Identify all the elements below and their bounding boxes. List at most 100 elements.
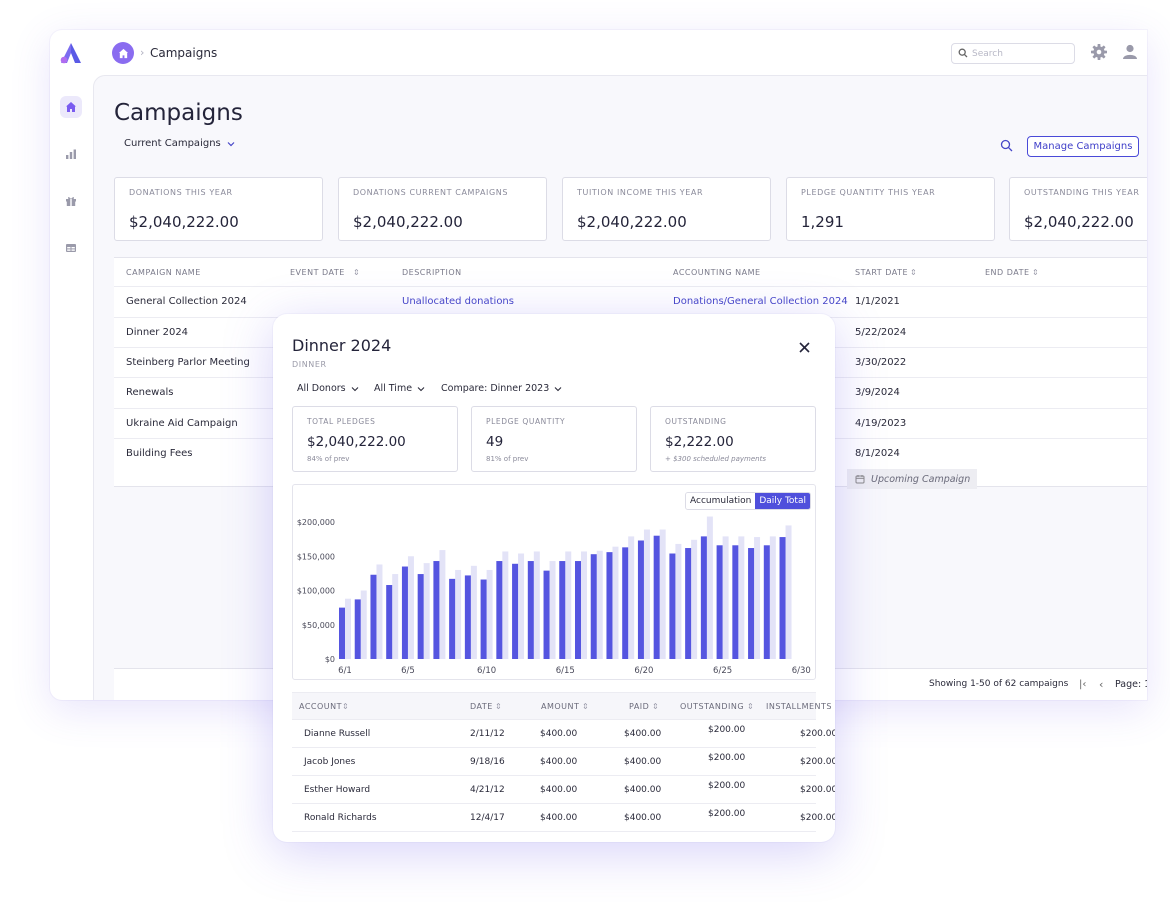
current-period-bar[interactable] — [527, 561, 534, 659]
current-period-bar[interactable] — [354, 599, 361, 659]
sidebar-item-home[interactable] — [60, 96, 82, 118]
previous-period-bar[interactable] — [643, 529, 650, 659]
current-period-bar[interactable] — [559, 561, 566, 659]
sort-icon[interactable]: ⇕ — [910, 268, 918, 277]
previous-period-bar[interactable] — [769, 536, 776, 659]
current-period-bar[interactable] — [748, 548, 755, 659]
previous-period-bar[interactable] — [407, 556, 414, 659]
search-icon[interactable] — [1000, 139, 1013, 152]
column-header-description[interactable]: DESCRIPTION — [402, 268, 462, 277]
column-header-amount[interactable]: AMOUNT — [541, 702, 580, 711]
previous-period-bar[interactable] — [439, 550, 446, 659]
previous-period-bar[interactable] — [502, 551, 509, 659]
previous-period-bar[interactable] — [565, 551, 572, 659]
first-page-icon[interactable]: |‹ — [1079, 679, 1087, 690]
daily-total-toggle[interactable]: Daily Total — [755, 493, 810, 509]
current-period-bar[interactable] — [480, 579, 487, 659]
previous-period-bar[interactable] — [659, 529, 666, 659]
previous-period-bar[interactable] — [518, 553, 525, 659]
sort-icon[interactable]: ⇕ — [1032, 268, 1040, 277]
time-filter[interactable]: All Time — [374, 383, 425, 394]
previous-period-bar[interactable] — [376, 564, 383, 659]
column-header-end-date[interactable]: END DATE — [985, 268, 1030, 277]
current-period-bar[interactable] — [606, 552, 613, 659]
column-header-paid[interactable]: PAID — [629, 702, 650, 711]
table-row[interactable]: Ronald Richards 12/4/17 $400.00 $400.00 … — [292, 804, 835, 832]
current-period-bar[interactable] — [653, 535, 660, 659]
previous-period-bar[interactable] — [423, 563, 430, 659]
previous-period-bar[interactable] — [785, 525, 792, 659]
current-period-bar[interactable] — [417, 574, 424, 659]
previous-period-bar[interactable] — [706, 516, 713, 659]
previous-period-bar[interactable] — [486, 569, 493, 659]
previous-page-icon[interactable]: ‹ — [1099, 678, 1104, 691]
column-header-event-date[interactable]: EVENT DATE — [290, 268, 345, 277]
previous-period-bar[interactable] — [549, 561, 556, 659]
current-period-bar[interactable] — [590, 554, 597, 659]
sort-icon[interactable]: ⇕ — [342, 702, 350, 711]
column-header-account[interactable]: ACCOUNT — [299, 702, 343, 711]
sort-icon[interactable]: ⇕ — [652, 702, 660, 711]
previous-period-bar[interactable] — [455, 569, 462, 659]
previous-period-bar[interactable] — [691, 539, 698, 659]
current-period-bar[interactable] — [433, 561, 440, 659]
search-input[interactable] — [972, 46, 1068, 61]
current-period-bar[interactable] — [386, 585, 393, 659]
current-period-bar[interactable] — [716, 545, 723, 659]
current-period-bar[interactable] — [512, 563, 519, 659]
breadcrumb[interactable]: Campaigns — [150, 46, 218, 60]
current-period-bar[interactable] — [763, 545, 770, 659]
current-period-bar[interactable] — [732, 545, 739, 659]
current-period-bar[interactable] — [401, 566, 408, 659]
user-icon[interactable] — [1122, 43, 1138, 61]
previous-period-bar[interactable] — [345, 598, 351, 659]
column-header-campaign-name[interactable]: CAMPAIGN NAME — [126, 268, 201, 277]
close-button[interactable] — [795, 338, 813, 356]
sort-icon[interactable]: ⇕ — [582, 702, 590, 711]
table-row[interactable]: Jacob Jones 9/18/16 $400.00 $400.00 $200… — [292, 748, 835, 776]
current-period-bar[interactable] — [449, 578, 456, 659]
previous-period-bar[interactable] — [392, 574, 399, 659]
current-period-bar[interactable] — [622, 547, 629, 659]
column-header-installments[interactable]: INSTALLMENTS — [766, 702, 832, 711]
column-header-outstanding[interactable]: OUTSTANDING — [680, 702, 745, 711]
table-row[interactable]: General Collection 2024 Unallocated dona… — [114, 286, 1147, 317]
campaign-view-select[interactable]: Current Campaigns — [124, 138, 235, 149]
current-period-bar[interactable] — [339, 607, 345, 659]
previous-period-bar[interactable] — [533, 551, 540, 659]
sort-icon[interactable]: ⇕ — [747, 702, 755, 711]
current-period-bar[interactable] — [370, 574, 377, 659]
current-period-bar[interactable] — [464, 575, 471, 659]
sidebar-item-reports[interactable] — [60, 143, 82, 165]
table-row[interactable]: Dianne Russell 2/11/12 $400.00 $400.00 $… — [292, 720, 835, 748]
current-period-bar[interactable] — [669, 553, 676, 659]
previous-period-bar[interactable] — [722, 536, 729, 659]
sort-icon[interactable]: ⇕ — [353, 268, 361, 277]
previous-period-bar[interactable] — [754, 537, 761, 659]
previous-period-bar[interactable] — [675, 543, 682, 659]
gear-icon[interactable] — [1090, 43, 1108, 61]
previous-period-bar[interactable] — [738, 536, 745, 659]
current-period-bar[interactable] — [575, 561, 581, 659]
current-period-bar[interactable] — [700, 536, 707, 659]
current-period-bar[interactable] — [637, 540, 644, 659]
previous-period-bar[interactable] — [581, 551, 587, 659]
page-indicator[interactable]: Page: 1 — [1115, 679, 1147, 690]
compare-filter[interactable]: Compare: Dinner 2023 — [441, 383, 562, 394]
column-header-start-date[interactable]: START DATE — [855, 268, 909, 277]
column-header-accounting-name[interactable]: ACCOUNTING NAME — [673, 268, 761, 277]
donor-filter[interactable]: All Donors — [297, 383, 359, 394]
home-button[interactable] — [112, 42, 134, 64]
global-search[interactable] — [951, 43, 1075, 64]
previous-period-bar[interactable] — [596, 550, 603, 659]
previous-period-bar[interactable] — [628, 536, 635, 659]
previous-period-bar[interactable] — [612, 546, 619, 659]
previous-period-bar[interactable] — [360, 590, 367, 660]
sidebar-item-gifts[interactable] — [60, 190, 82, 212]
current-period-bar[interactable] — [685, 548, 692, 659]
previous-period-bar[interactable] — [470, 565, 477, 659]
current-period-bar[interactable] — [543, 570, 550, 659]
manage-campaigns-button[interactable]: Manage Campaigns — [1027, 136, 1139, 157]
sort-icon[interactable]: ⇕ — [495, 702, 503, 711]
sidebar-item-billing[interactable] — [60, 237, 82, 259]
